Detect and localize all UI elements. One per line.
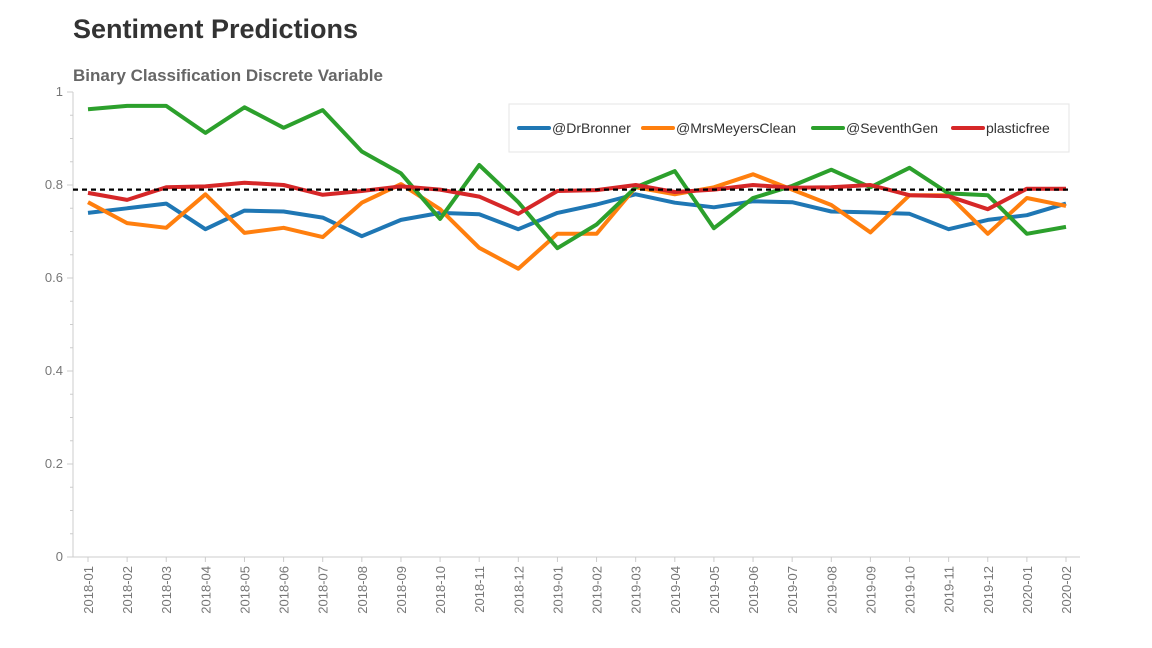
legend-label: @MrsMeyersClean xyxy=(676,120,796,136)
x-tick-label: 2019-02 xyxy=(590,566,605,614)
y-tick-label: 0.8 xyxy=(45,177,63,192)
x-tick-label: 2019-07 xyxy=(785,566,800,614)
x-tick-label: 2018-03 xyxy=(159,566,174,614)
x-tick-label: 2019-09 xyxy=(863,566,878,614)
legend-label: plasticfree xyxy=(986,120,1050,136)
series-line xyxy=(87,172,1067,271)
x-tick-label: 2019-05 xyxy=(707,566,722,614)
chart-subtitle: Binary Classification Discrete Variable xyxy=(73,66,383,85)
x-tick-label: 2019-08 xyxy=(824,566,839,614)
x-tick-label: 2019-12 xyxy=(981,566,996,614)
x-tick-label: 2018-01 xyxy=(81,566,96,614)
x-tick-label: 2019-06 xyxy=(746,566,761,614)
y-tick-label: 0.4 xyxy=(45,363,63,378)
legend-label: @SeventhGen xyxy=(846,120,938,136)
x-tick-label: 2019-04 xyxy=(668,566,683,614)
x-tick-label: 2018-11 xyxy=(472,566,487,613)
x-tick-label: 2019-10 xyxy=(903,566,918,614)
series-line xyxy=(87,192,1067,239)
y-tick-label: 0.6 xyxy=(45,270,63,285)
x-tick-label: 2018-06 xyxy=(277,566,292,614)
x-tick-label: 2018-07 xyxy=(316,566,331,614)
x-tick-label: 2018-04 xyxy=(198,566,213,614)
legend-label: @DrBronner xyxy=(552,120,631,136)
x-tick-label: 2019-01 xyxy=(550,566,565,614)
x-tick-label: 2018-12 xyxy=(511,566,526,614)
x-tick-label: 2019-03 xyxy=(629,566,644,614)
y-tick-label: 0.2 xyxy=(45,456,63,471)
y-tick-label: 0 xyxy=(56,549,63,564)
x-tick-label: 2018-05 xyxy=(237,566,252,614)
chart-title: Sentiment Predictions xyxy=(73,14,359,44)
series-line xyxy=(87,103,1067,251)
x-tick-label: 2018-08 xyxy=(355,566,370,614)
x-tick-label: 2020-01 xyxy=(1020,566,1035,614)
x-tick-label: 2018-10 xyxy=(433,566,448,614)
legend: @DrBronner @MrsMeyersClean @SeventhGen plas… xyxy=(508,103,1070,153)
x-tick-label: 2018-09 xyxy=(394,566,409,614)
x-tick-label: 2018-02 xyxy=(120,566,135,614)
x-tick-label: 2020-02 xyxy=(1059,566,1074,614)
axes: 0 0.2 0.4 0.6 0.8 1 2018-01 2018-02 2018-03 2018-… xyxy=(45,84,1080,614)
x-tick-label: 2019-11 xyxy=(942,566,957,613)
y-tick-label: 1 xyxy=(56,84,63,99)
